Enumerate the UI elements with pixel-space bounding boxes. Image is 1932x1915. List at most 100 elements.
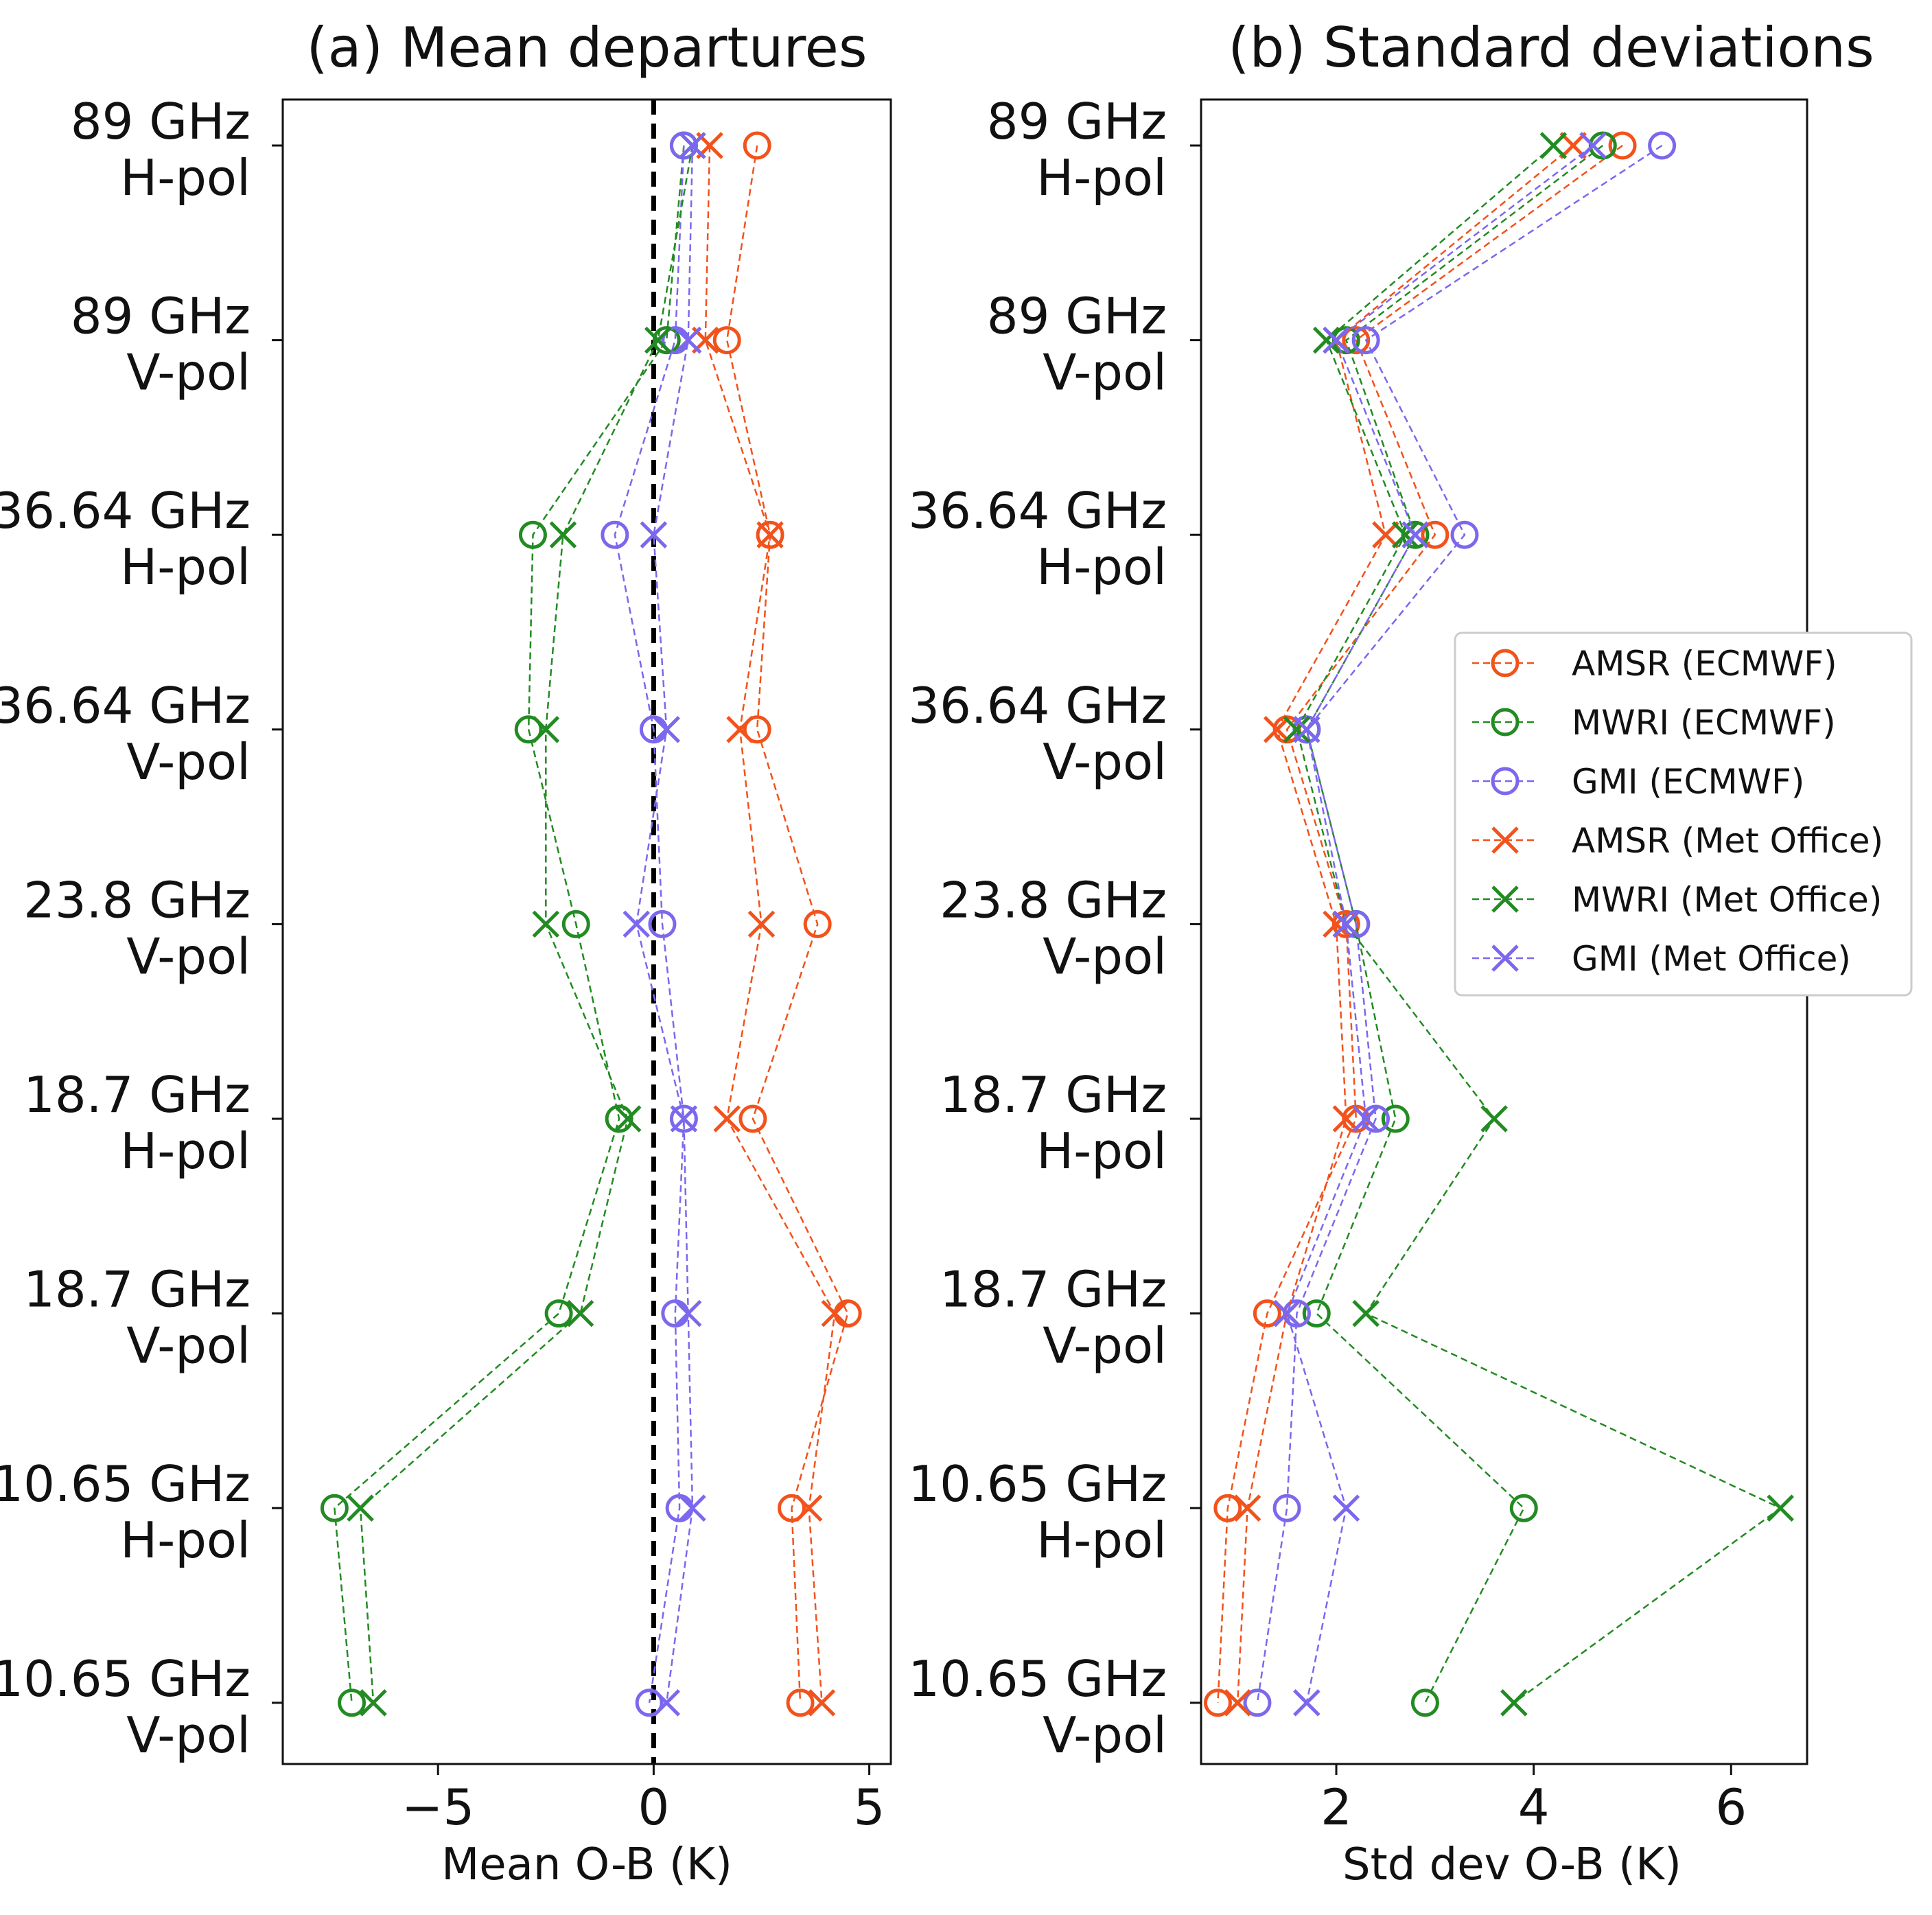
std-series-gmi-met-office-point-0-stroke-b — [1579, 132, 1607, 159]
std-series-gmi-ecmwf-point-7 — [1272, 1494, 1301, 1522]
legend-frame — [1454, 631, 1913, 997]
std-series-gmi-met-office-point-2 — [1401, 521, 1429, 548]
std-series-amsr-met-office-point-0-stroke-b — [1559, 132, 1587, 159]
std-series-amsr-met-office-point-2-stroke-b — [1372, 521, 1399, 548]
mean-series-gmi-met-office-point-8 — [653, 1689, 681, 1717]
std-series-amsr-ecmwf-point-4 — [1331, 909, 1360, 938]
std-series-gmi-met-office-point-6-stroke-b — [1273, 1299, 1301, 1327]
legend-marker-5 — [1491, 944, 1519, 972]
std-x-tick-label-1: 4 — [1518, 1778, 1550, 1836]
std-series-gmi-met-office-point-2-stroke-b — [1401, 521, 1429, 548]
legend-marker-3 — [1491, 826, 1519, 854]
mean-series-gmi-ecmwf-point-8 — [635, 1688, 664, 1717]
mean-series-mwri-met-office-point-1-stroke-b — [644, 326, 672, 354]
std-y-label-freq-6: 18.7 GHz — [940, 1261, 1167, 1319]
mean-series-mwri-met-office-point-2 — [549, 521, 577, 548]
std-series-amsr-met-office-point-7-stroke-b — [1233, 1494, 1261, 1522]
std-series-amsr-ecmwf-point-7 — [1213, 1494, 1242, 1522]
std-series-amsr-met-office-point-5 — [1332, 1105, 1360, 1133]
std-series-mwri-ecmwf-point-1 — [1331, 326, 1360, 355]
std-series-mwri-met-office-point-1-stroke-b — [1312, 326, 1340, 354]
std-series-gmi-met-office-point-7-stroke-b — [1332, 1494, 1360, 1522]
mean-series-amsr-met-office-point-3 — [726, 716, 754, 743]
std-series-gmi-ecmwf-point-0 — [1648, 131, 1677, 160]
mean-y-label-freq-6: 18.7 GHz — [23, 1261, 251, 1319]
mean-y-label-pol-4: V-pol — [126, 927, 251, 985]
mean-series-gmi-met-office-point-3 — [653, 716, 681, 743]
std-y-label-freq-4: 23.8 GHz — [940, 871, 1167, 929]
std-series-gmi-ecmwf-point-6 — [1282, 1299, 1311, 1328]
legend-label-5: GMI (Met Office) — [1572, 939, 1851, 979]
mean-y-label-pol-1: V-pol — [126, 344, 251, 402]
legend-marker-0 — [1491, 649, 1520, 677]
std-series-gmi-met-office-point-0 — [1579, 132, 1607, 159]
mean-y-label-freq-8: 10.65 GHz — [0, 1650, 251, 1708]
legend-marker-2 — [1491, 767, 1520, 796]
mean-series-gmi-met-office-point-6-stroke-b — [674, 1299, 702, 1327]
std-series-gmi-met-office-point-7 — [1332, 1494, 1360, 1522]
mean-series-mwri-met-office-point-1 — [644, 326, 672, 354]
mean-series-amsr-ecmwf-point-2 — [756, 520, 784, 549]
std-x-tick-label-0: 2 — [1320, 1778, 1352, 1836]
std-series-mwri-met-office-point-7-stroke-b — [1767, 1494, 1794, 1522]
mean-series-amsr-met-office-point-6-stroke-b — [821, 1299, 849, 1327]
std-series-gmi-met-office-point-5 — [1352, 1105, 1380, 1133]
mean-series-amsr-met-office — [692, 132, 849, 1717]
mean-series-gmi-met-office — [622, 132, 706, 1717]
mean-x-ticks: −5 0 5 — [401, 1764, 885, 1836]
mean-y-label-pol-8: V-pol — [126, 1706, 251, 1764]
std-y-label-freq-0: 89 GHz — [987, 93, 1167, 150]
std-y-label-pol-7: H-pol — [1036, 1511, 1167, 1569]
mean-series-gmi-met-office-point-2-stroke-b — [640, 521, 668, 548]
mean-series-gmi-ecmwf-line — [614, 145, 685, 1703]
std-series-mwri-ecmwf-point-7 — [1509, 1494, 1538, 1522]
std-series-mwri-met-office-point-3 — [1283, 716, 1311, 743]
mean-y-label-freq-2: 36.64 GHz — [0, 482, 251, 539]
std-series-amsr-met-office-point-7 — [1233, 1494, 1261, 1522]
std-series-gmi-met-office-point-3 — [1293, 716, 1320, 743]
mean-series-mwri-met-office-point-3 — [532, 716, 560, 743]
legend-marker-3-stroke-b — [1491, 826, 1519, 854]
std-series-amsr-ecmwf-point-5 — [1342, 1104, 1371, 1133]
std-y-label-freq-7: 10.65 GHz — [908, 1455, 1167, 1513]
std-series-amsr-ecmwf-line — [1217, 144, 1623, 1703]
mean-series-mwri-met-office-point-5-stroke-b — [614, 1105, 642, 1133]
legend-marker-1 — [1491, 708, 1520, 736]
std-series-mwri-met-office-point-0 — [1539, 132, 1568, 159]
mean-series-amsr-met-office-point-6 — [821, 1299, 849, 1327]
std-series-amsr-met-office-point-3 — [1263, 716, 1291, 743]
std-series-gmi-met-office-point-1-stroke-b — [1323, 326, 1350, 354]
mean-series-mwri-met-office-point-6-stroke-b — [566, 1299, 594, 1327]
mean-y-label-freq-4: 23.8 GHz — [23, 871, 251, 929]
legend-entry-mwri-met-office: MWRI (Met Office) — [1472, 880, 1882, 920]
std-y-label-pol-1: V-pol — [1043, 344, 1167, 402]
mean-series-amsr-met-office-point-5-stroke-b — [713, 1105, 741, 1133]
std-series-gmi-ecmwf-point-5 — [1362, 1104, 1390, 1133]
std-y-label-pol-0: H-pol — [1036, 149, 1167, 207]
std-y-label-pol-5: H-pol — [1036, 1122, 1167, 1180]
std-series-gmi-ecmwf-point-1 — [1351, 326, 1380, 355]
legend-entry-gmi-met-office: GMI (Met Office) — [1472, 939, 1851, 979]
mean-series-amsr-ecmwf-point-4 — [803, 909, 832, 938]
mean-y-label-pol-6: V-pol — [126, 1317, 251, 1375]
std-y-label-pol-8: V-pol — [1043, 1706, 1167, 1764]
mean-series-mwri-ecmwf-point-2 — [518, 520, 547, 549]
std-x-axis-label: Std dev O-B (K) — [1342, 1839, 1681, 1890]
std-series-gmi-met-office — [1273, 132, 1607, 1717]
mean-series-gmi-met-office-point-7 — [679, 1494, 706, 1522]
std-series-mwri-ecmwf-line — [1305, 145, 1604, 1704]
std-series-gmi-met-office-point-8-stroke-b — [1293, 1689, 1320, 1717]
std-y-label-pol-4: V-pol — [1043, 927, 1167, 985]
legend-marker-4-stroke-b — [1491, 885, 1519, 913]
mean-series-mwri-met-office-point-5 — [614, 1105, 642, 1133]
mean-series-amsr-ecmwf-point-1 — [712, 326, 741, 355]
mean-y-label-pol-3: V-pol — [126, 733, 251, 791]
mean-series-mwri-ecmwf-point-3 — [514, 715, 543, 744]
std-series-mwri-ecmwf-point-0 — [1588, 131, 1617, 160]
std-series-amsr-ecmwf-point-8 — [1203, 1688, 1232, 1717]
panel-mean-title: (a) Mean departures — [306, 16, 867, 80]
std-series-mwri-met-office-point-5 — [1480, 1105, 1508, 1133]
mean-series-mwri-ecmwf-point-6 — [544, 1299, 573, 1328]
legend-label-4: MWRI (Met Office) — [1572, 880, 1882, 920]
